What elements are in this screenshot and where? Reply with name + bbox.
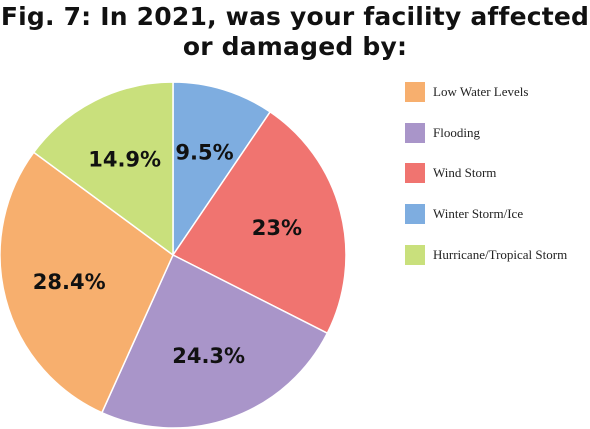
slice-label-low-water-levels: 28.4% <box>33 270 106 294</box>
legend-swatch <box>405 82 425 102</box>
legend-swatch <box>405 122 425 143</box>
slice-label-hurricane-tropical-storm: 14.9% <box>88 147 161 171</box>
legend-item-winter-storm-ice: Winter Storm/Ice <box>405 204 590 225</box>
legend: Low Water Levels Flooding Wind Storm Win… <box>405 82 590 285</box>
legend-swatch <box>405 163 425 184</box>
slice-label-flooding: 24.3% <box>172 344 245 368</box>
legend-item-wind-storm: Wind Storm <box>405 163 590 184</box>
legend-item-hurricane-tropical-storm: Hurricane/Tropical Storm <box>405 244 590 265</box>
legend-swatch <box>405 244 425 265</box>
legend-label: Wind Storm <box>433 165 497 181</box>
chart-title-line-1: Fig. 7: In 2021, was your facility affec… <box>0 2 590 31</box>
chart-title-line-2: or damaged by: <box>182 32 408 61</box>
legend-label: Flooding <box>433 124 480 140</box>
pie-slice-winter-storm-ice <box>172 81 272 258</box>
legend-label: Winter Storm/Ice <box>433 206 524 222</box>
slice-label-wind-storm: 23% <box>252 216 302 240</box>
pie-slice-low-water-levels <box>0 151 174 414</box>
pie-slice-wind-storm <box>171 110 347 335</box>
legend-item-flooding: Flooding <box>405 122 590 143</box>
pie-slice-hurricane-tropical-storm <box>32 81 174 257</box>
pie-slice-flooding <box>100 253 329 429</box>
legend-swatch <box>405 204 425 225</box>
legend-item-low-water-levels: Low Water Levels <box>405 82 590 102</box>
legend-label: Low Water Levels <box>433 84 529 99</box>
legend-label: Hurricane/Tropical Storm <box>433 246 568 262</box>
slice-label-winter-storm-ice: 9.5% <box>175 140 233 164</box>
chart-title: Fig. 7: In 2021, was your facility affec… <box>0 2 590 62</box>
